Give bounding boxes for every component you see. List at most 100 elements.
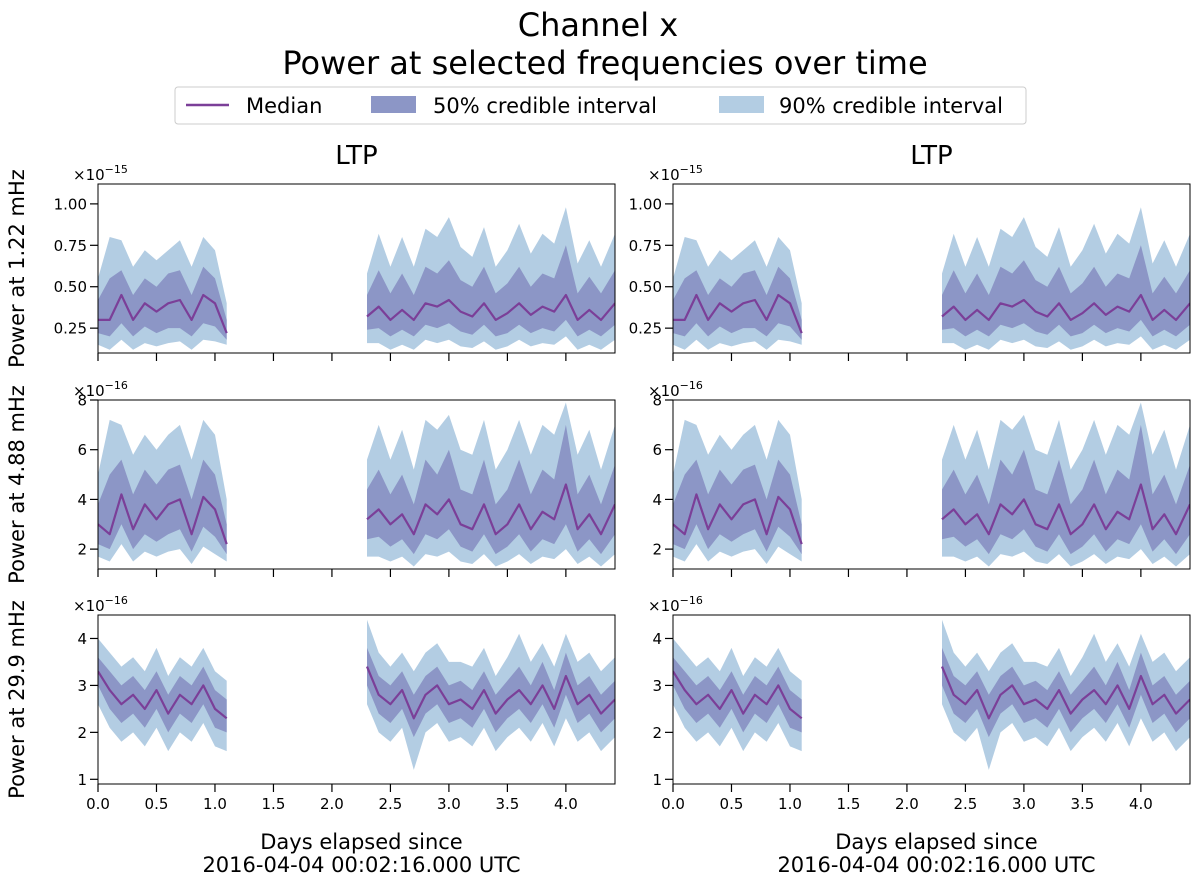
y-tick-label: 8 — [652, 392, 662, 410]
y-tick-label: 4 — [77, 630, 87, 648]
offset-multiplier: ×10−16 — [73, 594, 128, 615]
median-line-seg2 — [366, 483, 615, 536]
median-line-seg1 — [98, 293, 228, 334]
panels: LTP LTP Power at 1.22 mHz 0.25 0.50 0.75 1.00 ×… — [5, 141, 1191, 877]
y-tick-label: 6 — [77, 441, 87, 459]
median-line-seg1 — [673, 493, 803, 545]
x-axis-label-line1: Days elapsed since — [260, 830, 462, 854]
y-tick-label: 0.25 — [629, 320, 662, 338]
median-line-seg1 — [98, 493, 228, 545]
median-line-seg1 — [98, 670, 228, 720]
offset-multiplier: ×10−15 — [648, 163, 703, 184]
y-tick-label: 0.75 — [629, 237, 662, 255]
y-tick-label: 1.00 — [54, 195, 87, 213]
y-tick-label: 1 — [77, 771, 87, 789]
ci50-band-seg2 — [942, 424, 1190, 555]
legend-ci50-swatch — [371, 96, 416, 113]
median-line-seg2 — [366, 293, 615, 321]
legend-median-label: Median — [246, 94, 322, 118]
plot-area — [673, 619, 1190, 770]
y-axis-label-row-1: Power at 1.22 mHz — [5, 169, 29, 368]
column-title-1: LTP — [335, 141, 377, 171]
x-tick-label: 2.0 — [895, 795, 919, 813]
ci50-band-seg1 — [673, 657, 802, 733]
ci50-band-seg1 — [673, 459, 802, 555]
y-tick-label: 3 — [652, 677, 662, 695]
axes-frame — [672, 183, 1191, 354]
y-tick-label: 1 — [652, 771, 662, 789]
y-tick-label: 6 — [652, 441, 662, 459]
legend: Median 50% credible interval 90% credibl… — [174, 86, 1027, 125]
ci50-band-seg1 — [673, 266, 802, 340]
legend-ci50-label: 50% credible interval — [433, 94, 657, 118]
x-axis-label-line2: 2016-04-04 00:02:16.000 UTC — [202, 853, 520, 877]
x-axis-label-line1: Days elapsed since — [835, 830, 1037, 854]
median-line-seg1 — [673, 670, 803, 720]
x-tick-label: 0.5 — [720, 795, 744, 813]
y-tick-label: 0.75 — [54, 237, 87, 255]
panel-r2-c1: 2 4 6 8×10−16 — [73, 379, 616, 577]
plot-area — [98, 207, 615, 350]
y-tick-label: 2 — [77, 724, 87, 742]
x-tick-label: 2.5 — [953, 795, 977, 813]
panel-r1-c2: 0.25 0.50 0.75 1.00 ×10−15 — [629, 163, 1191, 361]
x-tick-label: 1.0 — [778, 795, 802, 813]
offset-multiplier: ×10−16 — [648, 594, 703, 615]
y-tick-label: 3 — [77, 677, 87, 695]
y-tick-label: 2 — [652, 724, 662, 742]
x-tick-label: 2.0 — [320, 795, 344, 813]
ci50-band-seg2 — [942, 245, 1190, 337]
y-tick-label: 1.00 — [629, 195, 662, 213]
ci50-band-seg2 — [367, 424, 615, 555]
plot-area — [98, 402, 615, 567]
offset-multiplier: ×10−16 — [648, 379, 703, 400]
axes-frame — [97, 614, 616, 785]
panel-r3-c2: 0.0 0.5 1.0 1.5 2.0 2.5 3.0 3.5 4.0 1 2 3 4 ×10−16 Day… — [648, 594, 1191, 877]
panel-r3-c1: 0.0 0.5 1.0 1.5 2.0 2.5 3.0 3.5 4.0 1 2 3 4 ×10−16 Day… — [73, 594, 616, 877]
y-tick-label: 0.50 — [54, 278, 87, 296]
ci50-band-seg1 — [98, 266, 227, 340]
x-tick-label: 3.0 — [437, 795, 461, 813]
column-title-2: LTP — [910, 141, 952, 171]
median-line-seg2 — [941, 483, 1190, 536]
x-tick-label: 4.0 — [1129, 795, 1153, 813]
y-tick-label: 4 — [77, 491, 87, 509]
plot-area — [98, 619, 615, 770]
ci50-band-seg2 — [942, 647, 1190, 738]
y-tick-label: 8 — [77, 392, 87, 410]
x-tick-label: 1.5 — [837, 795, 861, 813]
offset-multiplier: ×10−15 — [73, 163, 128, 184]
legend-ci90-swatch — [719, 96, 764, 113]
axes-frame — [672, 399, 1191, 570]
plot-area — [673, 402, 1190, 567]
axes-frame — [97, 399, 616, 570]
y-axis-label-row-3: Power at 29.9 mHz — [5, 600, 29, 799]
ci50-band-seg2 — [367, 245, 615, 337]
offset-multiplier: ×10−16 — [73, 379, 128, 400]
median-line-seg2 — [940, 666, 1190, 720]
x-tick-label: 0.0 — [86, 795, 110, 813]
median-line-seg1 — [673, 293, 803, 334]
median-line-seg2 — [941, 293, 1190, 321]
x-tick-label: 3.5 — [1070, 795, 1094, 813]
chart-title-line1: Channel x — [518, 6, 678, 44]
y-tick-label: 0.25 — [54, 320, 87, 338]
x-tick-label: 0.5 — [145, 795, 169, 813]
x-tick-label: 0.0 — [661, 795, 685, 813]
ci50-band-seg2 — [367, 647, 615, 738]
axes-frame — [97, 183, 616, 354]
median-line-seg2 — [365, 666, 615, 720]
y-tick-label: 4 — [652, 630, 662, 648]
x-tick-label: 4.0 — [554, 795, 578, 813]
x-tick-label: 3.5 — [495, 795, 519, 813]
plot-area — [673, 207, 1190, 350]
x-tick-label: 3.0 — [1012, 795, 1036, 813]
axes-frame — [672, 614, 1191, 785]
panel-r2-c2: 2 4 6 8×10−16 — [648, 379, 1191, 577]
y-tick-label: 0.50 — [629, 278, 662, 296]
y-tick-label: 2 — [77, 541, 87, 559]
y-axis-label-row-2: Power at 4.88 mHz — [5, 385, 29, 584]
y-tick-label: 2 — [652, 541, 662, 559]
panel-r1-c1: 0.25 0.50 0.75 1.00 ×10−15 — [54, 163, 616, 361]
